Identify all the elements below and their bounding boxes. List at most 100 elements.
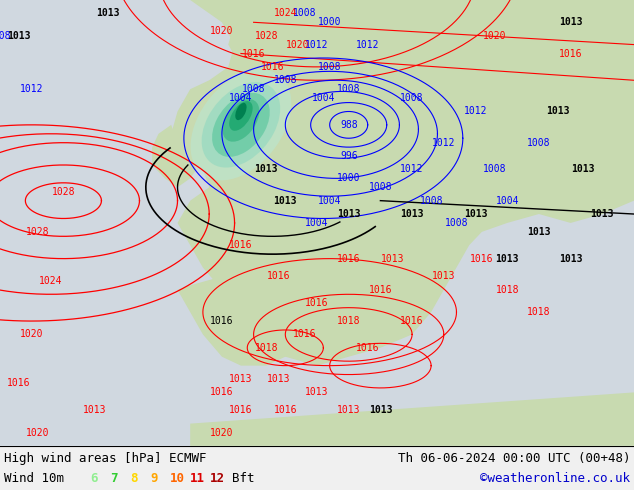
Text: 1016: 1016 — [305, 298, 329, 308]
Text: 1012: 1012 — [20, 84, 44, 94]
Text: 1013: 1013 — [559, 17, 583, 27]
Text: 1020: 1020 — [482, 31, 507, 41]
Text: 1016: 1016 — [400, 316, 424, 326]
Text: 1016: 1016 — [210, 316, 234, 326]
Text: 1013: 1013 — [400, 209, 424, 219]
Text: 1016: 1016 — [337, 254, 361, 264]
Text: 1004: 1004 — [305, 218, 329, 228]
Text: Bft: Bft — [232, 472, 254, 485]
Text: 1016: 1016 — [273, 405, 297, 415]
Text: 1012: 1012 — [463, 106, 488, 117]
Text: 1013: 1013 — [229, 374, 253, 384]
Text: 1013: 1013 — [7, 31, 31, 41]
Text: 1028: 1028 — [254, 31, 278, 41]
Text: 1028: 1028 — [26, 227, 50, 237]
Text: 1013: 1013 — [96, 8, 120, 19]
Text: 1008: 1008 — [527, 138, 551, 147]
Text: 10: 10 — [170, 472, 185, 485]
Text: 1016: 1016 — [229, 240, 253, 250]
Text: 1028: 1028 — [51, 187, 75, 197]
Polygon shape — [190, 392, 634, 446]
Text: 1024: 1024 — [39, 276, 63, 286]
Text: 1013: 1013 — [305, 388, 329, 397]
Text: 1013: 1013 — [381, 254, 405, 264]
Text: 1008: 1008 — [400, 93, 424, 103]
Text: 1020: 1020 — [286, 40, 310, 49]
Text: 1008: 1008 — [273, 75, 297, 85]
Text: 1013: 1013 — [527, 227, 551, 237]
Text: 12: 12 — [210, 472, 225, 485]
Text: 1008: 1008 — [368, 182, 392, 192]
Text: 1013: 1013 — [368, 405, 392, 415]
Text: 1016: 1016 — [559, 49, 583, 58]
Text: 1016: 1016 — [210, 388, 234, 397]
Text: Th 06-06-2024 00:00 UTC (00+48): Th 06-06-2024 00:00 UTC (00+48) — [398, 452, 630, 465]
Text: 1004: 1004 — [495, 196, 519, 206]
Text: 1016: 1016 — [267, 271, 291, 281]
Ellipse shape — [235, 103, 247, 120]
Text: 1008: 1008 — [318, 62, 342, 72]
Text: 1013: 1013 — [83, 405, 107, 415]
Text: 7: 7 — [110, 472, 117, 485]
Polygon shape — [152, 125, 197, 187]
Ellipse shape — [230, 101, 252, 131]
Text: 1008: 1008 — [242, 84, 266, 94]
Ellipse shape — [202, 82, 280, 168]
Text: 1013: 1013 — [337, 405, 361, 415]
Ellipse shape — [191, 70, 291, 180]
Text: Wind 10m: Wind 10m — [4, 472, 64, 485]
Text: 996: 996 — [340, 151, 358, 161]
Text: 1008: 1008 — [482, 165, 507, 174]
Ellipse shape — [223, 99, 259, 142]
Text: 1016: 1016 — [368, 285, 392, 295]
Text: 1008: 1008 — [419, 196, 443, 206]
Text: 1008: 1008 — [292, 8, 316, 19]
Text: 1013: 1013 — [546, 106, 570, 117]
Text: 1000: 1000 — [318, 17, 342, 27]
Text: 1013: 1013 — [495, 254, 519, 264]
Text: 1013: 1013 — [432, 271, 456, 281]
Text: 1004: 1004 — [318, 196, 342, 206]
Text: 1016: 1016 — [470, 254, 494, 264]
Text: 1016: 1016 — [356, 343, 380, 353]
Text: 1020: 1020 — [20, 329, 44, 340]
Text: 1016: 1016 — [261, 62, 285, 72]
Text: 1008: 1008 — [444, 218, 469, 228]
Text: 1016: 1016 — [292, 329, 316, 340]
Text: 1020: 1020 — [210, 26, 234, 36]
Text: 1004: 1004 — [311, 93, 335, 103]
Text: ©weatheronline.co.uk: ©weatheronline.co.uk — [480, 472, 630, 485]
Text: 1008: 1008 — [337, 84, 361, 94]
Text: 8: 8 — [130, 472, 138, 485]
Text: 1013: 1013 — [463, 209, 488, 219]
Text: 1012: 1012 — [356, 40, 380, 49]
Text: 1013: 1013 — [267, 374, 291, 384]
Text: 988: 988 — [340, 120, 358, 130]
Text: 1013: 1013 — [559, 254, 583, 264]
Text: 1013: 1013 — [254, 165, 278, 174]
Text: 11: 11 — [190, 472, 205, 485]
Text: 1004: 1004 — [229, 93, 253, 103]
Polygon shape — [228, 0, 368, 178]
Ellipse shape — [212, 93, 270, 157]
Text: 1024: 1024 — [273, 8, 297, 19]
Text: 1018: 1018 — [254, 343, 278, 353]
Text: 1018: 1018 — [337, 316, 361, 326]
Text: 6: 6 — [90, 472, 98, 485]
Text: 1018: 1018 — [495, 285, 519, 295]
Text: 1012: 1012 — [305, 40, 329, 49]
Text: 1013: 1013 — [571, 165, 595, 174]
Text: 1013: 1013 — [337, 209, 361, 219]
Polygon shape — [171, 0, 634, 366]
Text: 1020: 1020 — [26, 427, 50, 438]
Polygon shape — [178, 268, 317, 366]
Text: 1013: 1013 — [273, 196, 297, 206]
Text: 1008: 1008 — [0, 31, 12, 41]
Text: 1018: 1018 — [527, 307, 551, 317]
Text: 1012: 1012 — [432, 138, 456, 147]
Text: 1000: 1000 — [337, 173, 361, 183]
Text: 1016: 1016 — [229, 405, 253, 415]
Text: 1016: 1016 — [7, 378, 31, 389]
Text: 1016: 1016 — [242, 49, 266, 58]
Text: 1020: 1020 — [210, 427, 234, 438]
